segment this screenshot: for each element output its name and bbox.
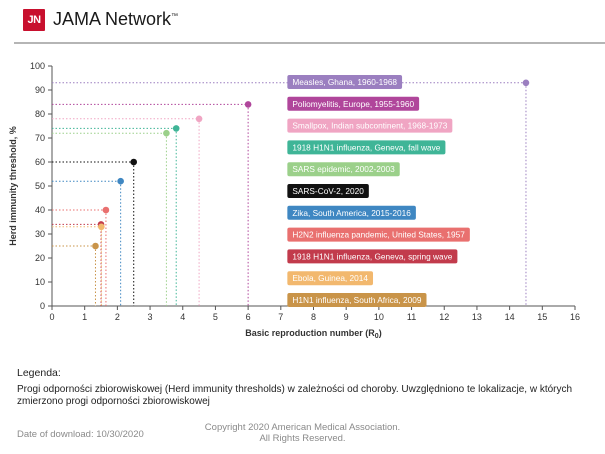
series-label: SARS epidemic, 2002-2003 — [292, 164, 395, 174]
series-label: 1918 H1N1 influenza, Geneva, fall wave — [292, 142, 440, 152]
x-tick-label: 3 — [148, 312, 153, 322]
data-point — [522, 79, 530, 87]
series-label-box — [287, 184, 369, 198]
series-label: Measles, Ghana, 1960-1968 — [292, 77, 397, 87]
x-tick-label: 6 — [246, 312, 251, 322]
data-point — [130, 158, 138, 166]
x-tick-label: 13 — [472, 312, 482, 322]
x-tick-label: 11 — [407, 312, 416, 322]
copyright: Copyright 2020 American Medical Associat… — [190, 422, 415, 444]
x-tick-label: 2 — [115, 312, 120, 322]
x-tick-label: 14 — [505, 312, 515, 322]
y-tick-label: 60 — [35, 157, 45, 167]
data-point — [117, 177, 124, 185]
y-tick-label: 90 — [35, 85, 45, 95]
series-label-box — [287, 140, 446, 155]
series-label-box — [287, 162, 400, 177]
series-label: Ebola, Guinea, 2014 — [292, 273, 368, 283]
series-label-box — [287, 96, 420, 111]
data-point — [172, 125, 180, 132]
x-tick-label: 9 — [344, 312, 349, 322]
y-tick-label: 30 — [35, 229, 45, 239]
y-axis-label: Herd immunity threshold, % — [8, 126, 18, 246]
download-date: Date of download: 10/30/2020 — [17, 429, 144, 440]
series-label: 1918 H1N1 influenza, Geneva, spring wave — [292, 251, 452, 261]
series-label: SARS-CoV-2, 2020 — [292, 186, 364, 196]
trademark-symbol: ™ — [171, 13, 179, 20]
x-tick-label: 5 — [213, 312, 218, 322]
series-label: H1N1 influenza, South Africa, 2009 — [292, 295, 422, 305]
jama-network-brand: JAMA Network™ — [53, 9, 178, 30]
data-point — [244, 101, 252, 108]
y-tick-label: 0 — [40, 301, 45, 311]
series-label: H2N2 influenza pandemic, United States, … — [292, 230, 465, 240]
x-axis-label: Basic reproduction number (R0) — [245, 328, 381, 340]
legend-description: Progi odporności zbiorowiskowej (Herd im… — [17, 384, 573, 407]
x-tick-label: 1 — [82, 312, 87, 322]
data-point — [102, 206, 110, 214]
x-tick-label: 15 — [537, 312, 547, 322]
series-label: Poliomyelitis, Europe, 1955-1960 — [292, 99, 414, 109]
header-divider — [14, 42, 605, 44]
x-tick-label: 10 — [374, 312, 384, 322]
series-label-box — [287, 205, 416, 220]
copyright-line-2: All Rights Reserved. — [259, 433, 346, 444]
series-label-box — [287, 227, 470, 242]
copyright-line-1: Copyright 2020 American Medical Associat… — [204, 422, 401, 433]
series-label-box — [287, 249, 458, 264]
data-point — [92, 242, 99, 250]
data-point — [195, 115, 203, 123]
series-label: Smallpox, Indian subcontinent, 1968-1973 — [292, 121, 447, 131]
data-point — [98, 223, 105, 231]
x-tick-label: 12 — [439, 312, 449, 322]
x-tick-label: 8 — [311, 312, 316, 322]
y-tick-label: 70 — [35, 133, 45, 143]
jama-logo-mark: JN — [23, 9, 45, 31]
series-label-box — [287, 75, 403, 89]
x-tick-label: 0 — [49, 312, 54, 322]
y-tick-label: 80 — [35, 109, 45, 119]
y-tick-label: 20 — [35, 253, 45, 263]
x-tick-label: 16 — [570, 312, 580, 322]
data-point — [163, 129, 170, 137]
y-tick-label: 100 — [30, 61, 45, 71]
y-tick-label: 50 — [35, 181, 45, 191]
header: JN JAMA Network™ — [0, 0, 605, 44]
series-label: Zika, South America, 2015-2016 — [292, 208, 411, 218]
series-label-box — [287, 293, 427, 307]
y-tick-label: 40 — [35, 205, 45, 215]
series-label-box — [287, 271, 374, 286]
y-tick-label: 10 — [35, 277, 45, 287]
brand-name: JAMA Network — [53, 9, 172, 29]
chart-container: 0 10 20 30 40 50 60 70 80 90 100 0 1 2 3 4 5 6 7 8 9 10 11 12 13… — [0, 50, 605, 350]
x-tick-label: 7 — [278, 312, 283, 322]
x-tick-label: 4 — [180, 312, 185, 322]
legend-title: Legenda: — [17, 367, 61, 379]
series-label-box — [287, 118, 453, 133]
